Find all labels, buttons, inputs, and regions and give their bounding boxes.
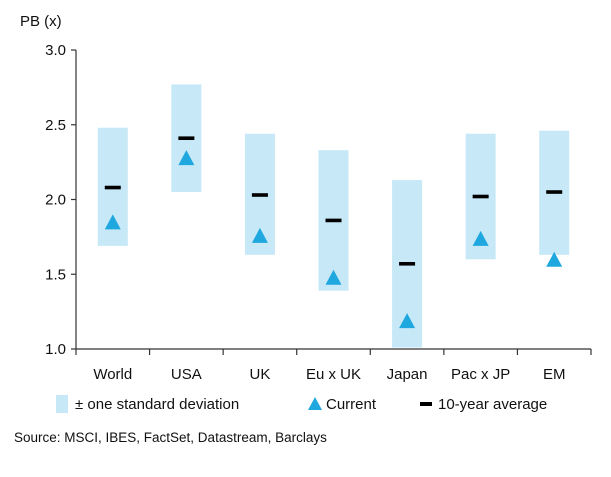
axes: 3.0 2.5 2.0 1.5 1.0 PB (x) World USA UK Eu x UK Ja… bbox=[20, 13, 592, 383]
legend-swatch-average bbox=[420, 402, 432, 406]
y-tick-label-4: 1.0 bbox=[45, 341, 66, 358]
current-triangle-6 bbox=[546, 251, 563, 267]
y-tick-label-1: 2.5 bbox=[45, 117, 66, 134]
y-tick-label-0: 3.0 bbox=[45, 42, 66, 59]
y-tick-label-2: 2.0 bbox=[45, 192, 66, 209]
average-dash-0 bbox=[104, 185, 121, 190]
average-markers bbox=[104, 136, 563, 266]
current-triangle-4 bbox=[399, 313, 416, 329]
current-triangle-0 bbox=[104, 214, 121, 230]
legend: ± one standard deviation Current 10-year a… bbox=[56, 395, 547, 413]
current-triangle-2 bbox=[251, 227, 268, 243]
current-triangle-3 bbox=[325, 269, 342, 285]
category-label-0: World bbox=[93, 366, 132, 383]
average-dash-1 bbox=[178, 136, 195, 141]
category-label-3: Eu x UK bbox=[306, 366, 361, 383]
current-markers bbox=[104, 150, 563, 329]
current-triangle-5 bbox=[472, 230, 489, 246]
category-label-6: EM bbox=[543, 366, 566, 383]
legend-label-average: 10-year average bbox=[438, 396, 547, 413]
current-triangle-1 bbox=[178, 150, 195, 166]
average-dash-2 bbox=[251, 193, 268, 197]
average-dash-6 bbox=[546, 190, 563, 194]
y-axis-title: PB (x) bbox=[20, 13, 62, 30]
range-bars bbox=[97, 84, 570, 348]
y-tick-label-3: 1.5 bbox=[45, 266, 66, 283]
legend-swatch-current bbox=[308, 397, 322, 410]
average-dash-4 bbox=[399, 261, 416, 266]
legend-label-range: ± one standard deviation bbox=[75, 396, 239, 413]
legend-swatch-range bbox=[56, 395, 68, 413]
average-dash-3 bbox=[325, 218, 342, 223]
source-note: Source: MSCI, IBES, FactSet, Datastream,… bbox=[14, 430, 327, 445]
category-label-1: USA bbox=[171, 366, 202, 383]
category-label-2: UK bbox=[250, 366, 271, 383]
category-label-4: Japan bbox=[387, 366, 428, 383]
legend-label-current: Current bbox=[326, 396, 377, 413]
average-dash-5 bbox=[472, 194, 489, 199]
category-label-5: Pac x JP bbox=[451, 366, 510, 383]
